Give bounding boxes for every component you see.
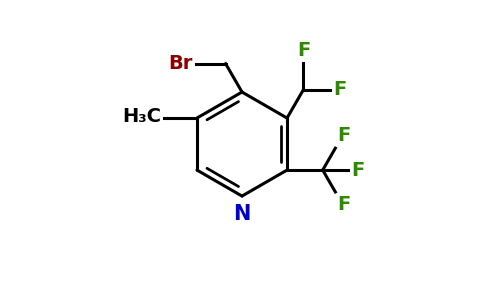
Text: F: F: [337, 126, 350, 145]
Text: F: F: [297, 41, 310, 60]
Text: F: F: [333, 80, 347, 99]
Text: F: F: [351, 160, 364, 180]
Text: N: N: [233, 204, 251, 224]
Text: H₃C: H₃C: [122, 107, 161, 126]
Text: Br: Br: [168, 54, 193, 73]
Text: F: F: [337, 195, 350, 214]
